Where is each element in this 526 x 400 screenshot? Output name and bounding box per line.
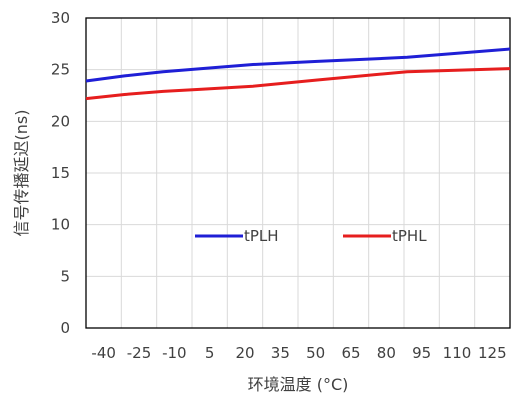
legend: tPLH tPHL [195,227,427,245]
x-tick-label: 50 [306,344,325,362]
x-tick-label: 5 [205,344,215,362]
y-tick-label: 20 [51,112,70,130]
x-tick-label: -10 [162,344,187,362]
y-tick-label: 10 [51,216,70,234]
y-tick-label: 30 [51,9,70,27]
y-axis-title: 信号传播延迟(ns) [12,110,31,237]
y-tick-label: 0 [60,319,70,337]
plot-area-frame [85,17,511,329]
x-tick-label: 35 [271,344,290,362]
y-tick-label: 25 [51,61,70,79]
x-tick-label: 95 [412,344,431,362]
x-tick-label: -40 [91,344,116,362]
series-line-tPHL [85,67,511,101]
x-tick-label: -25 [127,344,152,362]
x-tick-label: 110 [443,344,472,362]
x-tick-labels: -40 -25 -10 5 20 35 50 65 80 95 110 125 [91,344,506,362]
series-line-tPLH [85,47,511,83]
x-tick-label: 125 [478,344,507,362]
legend-label-tPHL: tPHL [392,227,427,245]
y-tick-label: 5 [60,267,70,285]
x-tick-label: 80 [377,344,396,362]
x-axis-title: 环境温度 (°C) [248,375,349,394]
x-tick-label: 20 [235,344,254,362]
x-tick-label: 65 [341,344,360,362]
y-tick-label: 15 [51,164,70,182]
grid-lines [86,18,510,328]
series-layer [85,47,511,101]
y-tick-labels: 0 5 10 15 20 25 30 [51,9,70,337]
legend-label-tPLH: tPLH [244,227,279,245]
